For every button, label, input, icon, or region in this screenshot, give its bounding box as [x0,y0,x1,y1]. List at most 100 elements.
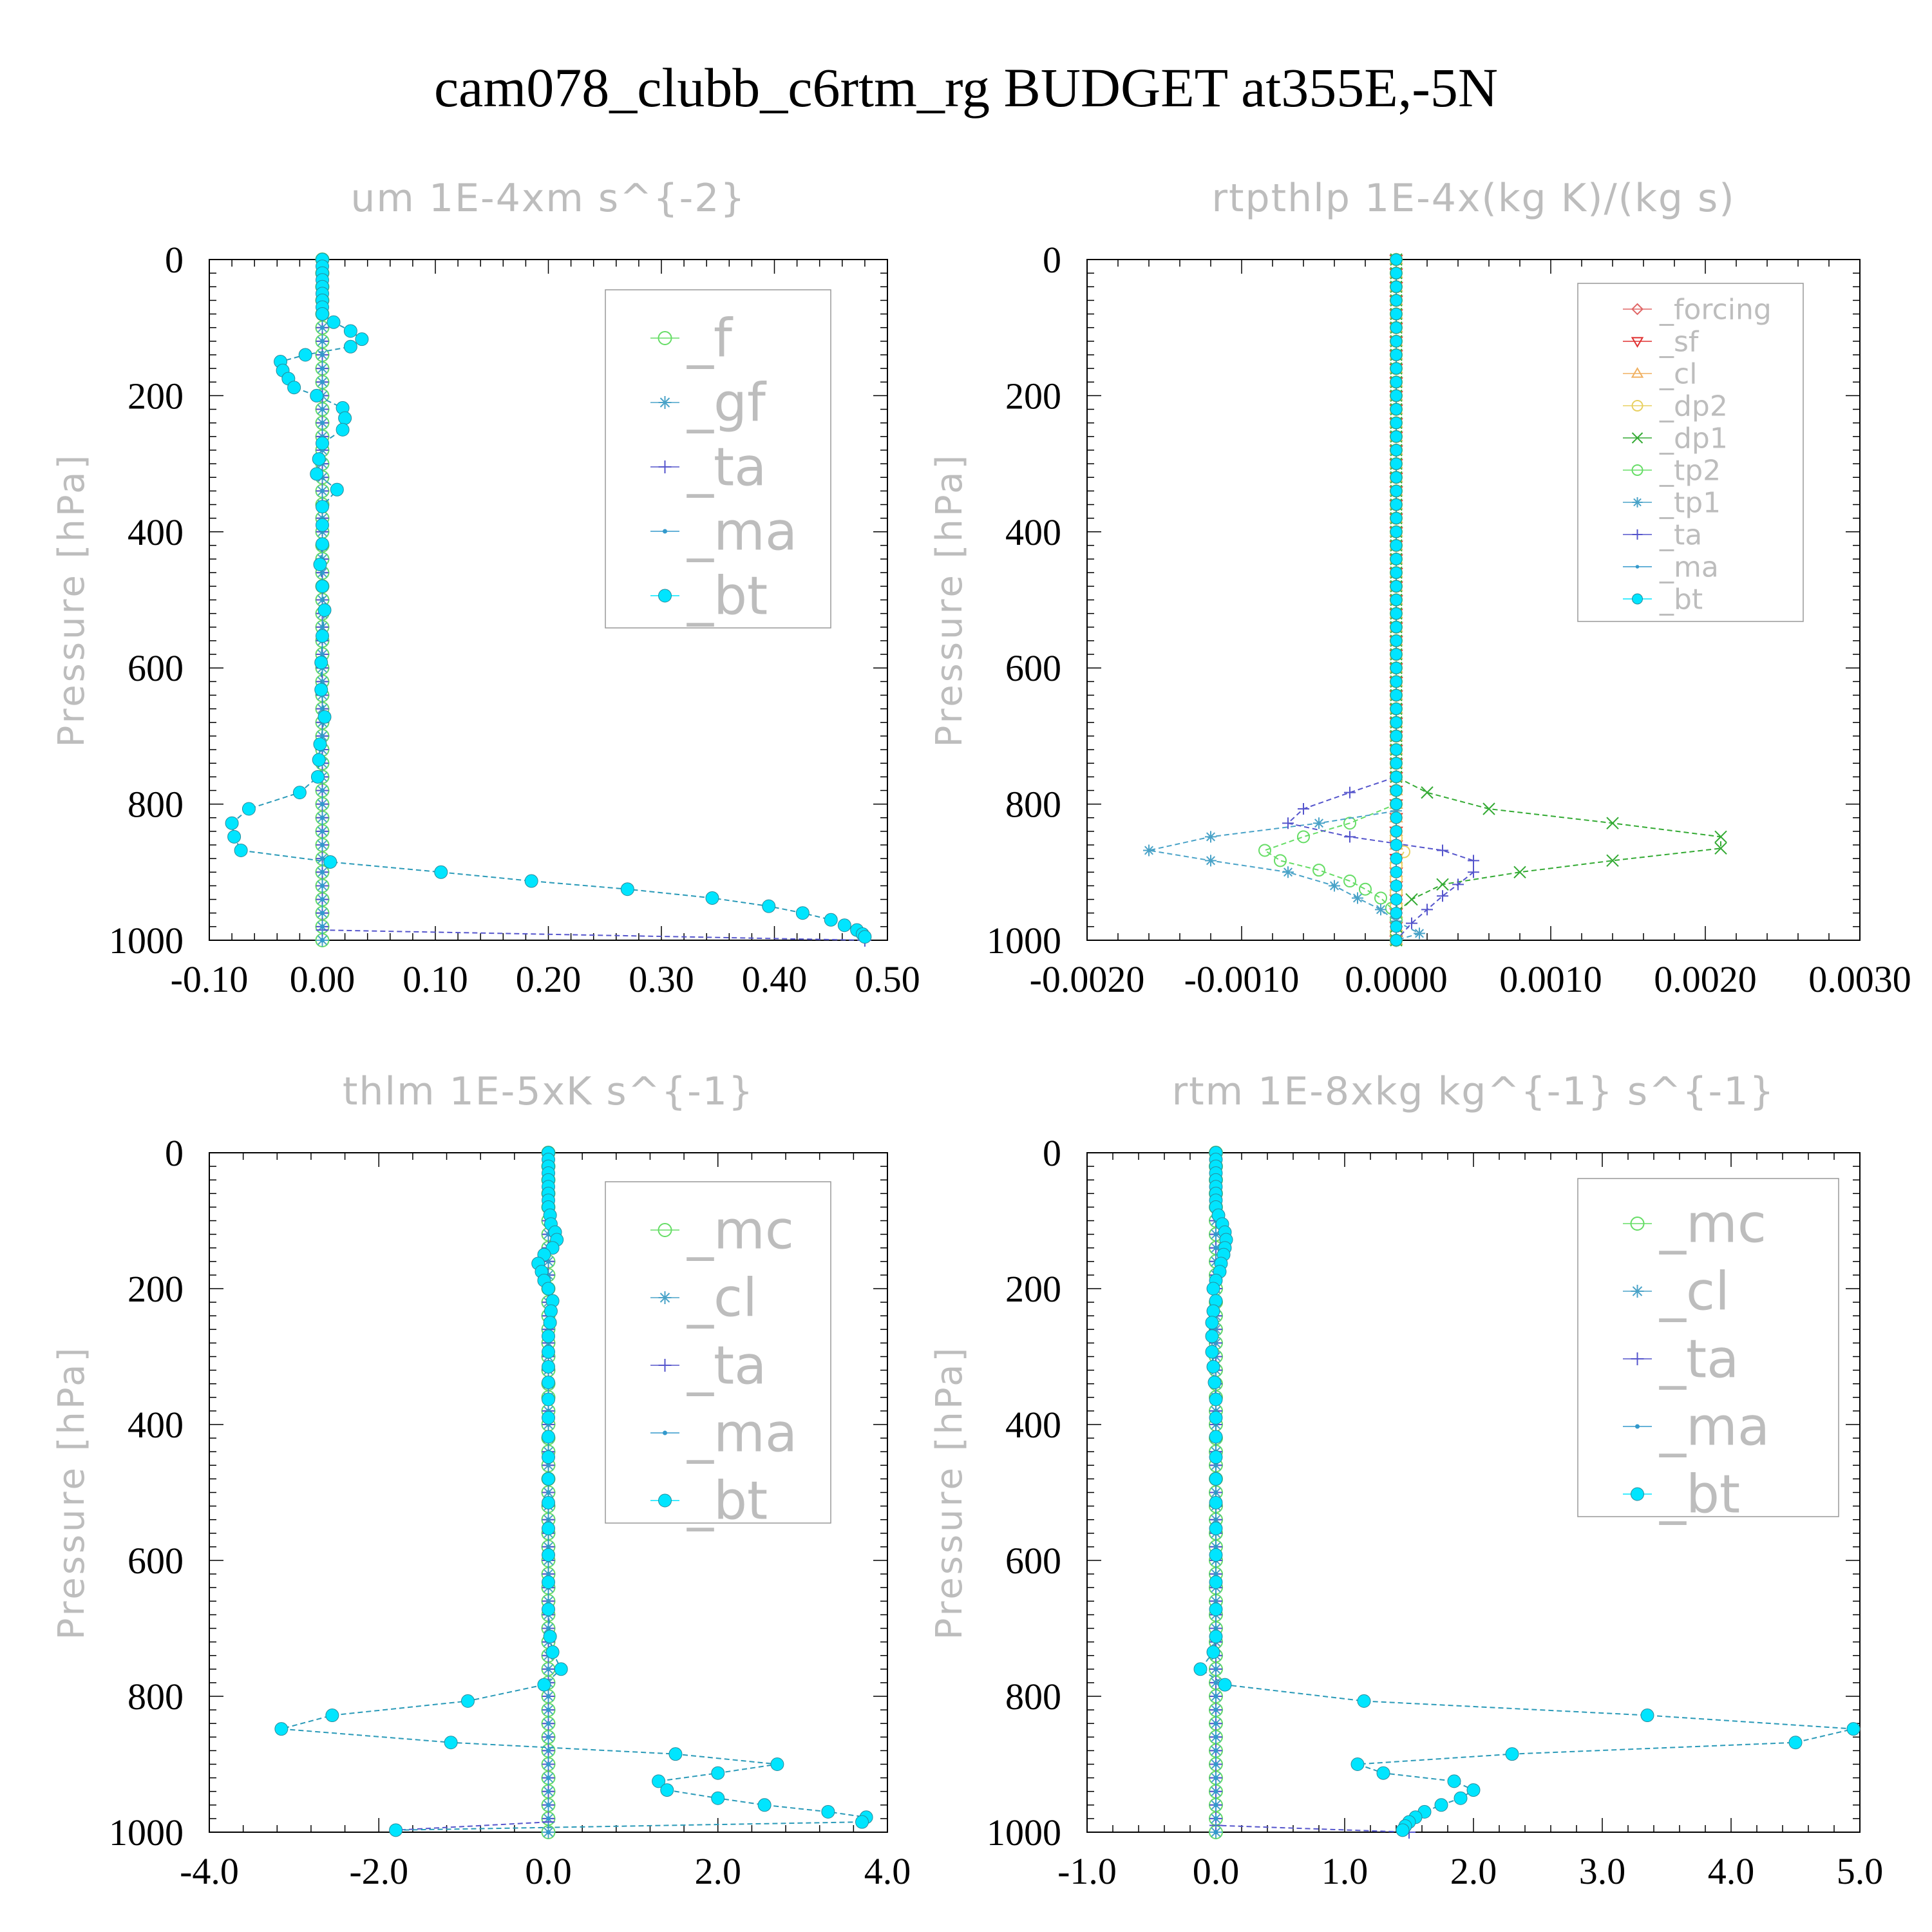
data-point [542,1392,555,1406]
data-point [1390,907,1403,920]
data-point [316,537,329,551]
data-point [325,1709,339,1723]
data-point [1209,1495,1223,1510]
data-point [1343,875,1356,888]
x-tick-label: -2.0 [349,1850,408,1892]
data-point [1213,1803,1218,1808]
legend-label: _ta [687,437,766,498]
data-point [1788,1736,1803,1750]
legend-marker [658,331,672,345]
data-point [542,1521,555,1535]
panel-title: um 1E-4xm s^{-2} [350,176,746,221]
data-point [1390,661,1403,674]
data-point [546,1694,551,1699]
data-point [1329,880,1340,892]
data-point [1714,830,1727,844]
data-point [287,381,301,395]
data-point [546,1463,551,1468]
data-point [1213,1680,1218,1685]
data-point [1350,1757,1365,1771]
panel-4: rtm 1E-8xkg kg^{-1} s^{-1} Pressure [hPa]… [929,1069,1883,1892]
data-point [1390,526,1403,538]
y-tick-label: 1000 [987,920,1061,961]
data-point [1390,825,1403,838]
data-point [1390,457,1403,470]
legend-marker [1635,1424,1640,1429]
x-tick-label: -0.0010 [1184,958,1300,1000]
legend-label: _forcing [1659,293,1772,326]
data-point [542,1430,555,1444]
data-point [1390,348,1403,361]
data-point [1390,484,1403,497]
data-point [542,1575,555,1589]
data-point [1213,1762,1218,1766]
data-point [1390,403,1403,416]
legend-label: _bt [1659,1464,1740,1526]
data-point [1390,770,1403,783]
data-point [1390,648,1403,661]
x-tick-label: 0.0000 [1345,958,1448,1000]
data-point [1274,854,1287,867]
data-point [1436,878,1449,891]
legend-label: _ma [687,1403,797,1464]
panel-title: thlm 1E-5xK s^{-1} [343,1069,754,1114]
data-point [1213,1571,1218,1577]
data-point [711,1766,725,1780]
data-point [1209,1629,1223,1643]
x-tick-label: -0.10 [171,958,249,1000]
data-point [320,339,325,344]
series-bt [274,1146,873,1837]
legend: _f_gf_ta_ma_bt [605,289,831,629]
data-point [545,1645,560,1659]
figure-title: cam078_clubb_c6rtm_rg BUDGET at355E,-5N [434,57,1498,118]
legend-label: _mc [687,1200,794,1262]
data-point [1209,1450,1223,1464]
data-point [1205,831,1217,843]
data-point [327,315,341,329]
data-point [1390,852,1403,865]
data-point [652,1774,666,1788]
legend-marker [1631,464,1643,476]
y-tick-label: 400 [128,511,184,553]
data-point [554,1662,568,1676]
data-point [320,325,325,330]
data-point [1213,1721,1218,1726]
series-line [1199,1153,1854,1831]
data-point [320,407,325,412]
data-point [542,1345,555,1359]
data-point [770,1757,784,1771]
x-tick-label: 0.30 [629,958,694,1000]
data-point [320,911,325,916]
y-tick-label: 800 [1005,784,1061,826]
data-point [1390,805,1402,817]
data-point [542,1548,555,1562]
data-point [1390,798,1403,811]
data-point [546,1748,551,1753]
data-point [1437,890,1448,902]
series-ta [389,1146,555,1837]
data-point [343,324,357,338]
data-point [537,1678,551,1692]
data-point [320,379,325,384]
panel-2: rtpthlp 1E-4x(kg K)/(kg s) Pressure [hPa]… [929,176,1911,1000]
legend-marker [1630,1217,1645,1231]
data-point [313,737,327,752]
series-ta [1209,1146,1416,1839]
legend-label: _cl [1659,1262,1730,1323]
legend-marker [1631,337,1644,348]
y-tick-label: 800 [128,1676,184,1718]
data-point [542,1495,555,1510]
data-point [320,924,325,929]
data-point [292,786,307,800]
data-point [1213,1245,1218,1251]
legend-box [1577,283,1804,622]
data-point [1258,844,1271,857]
data-point [1606,817,1619,829]
data-point [1205,855,1217,867]
legend-label: _ta [1659,1329,1739,1390]
data-point [1640,1709,1654,1723]
data-point [546,1707,551,1712]
data-point [1390,811,1403,824]
data-point [1209,1602,1223,1616]
y-tick-label: 400 [1005,511,1061,553]
